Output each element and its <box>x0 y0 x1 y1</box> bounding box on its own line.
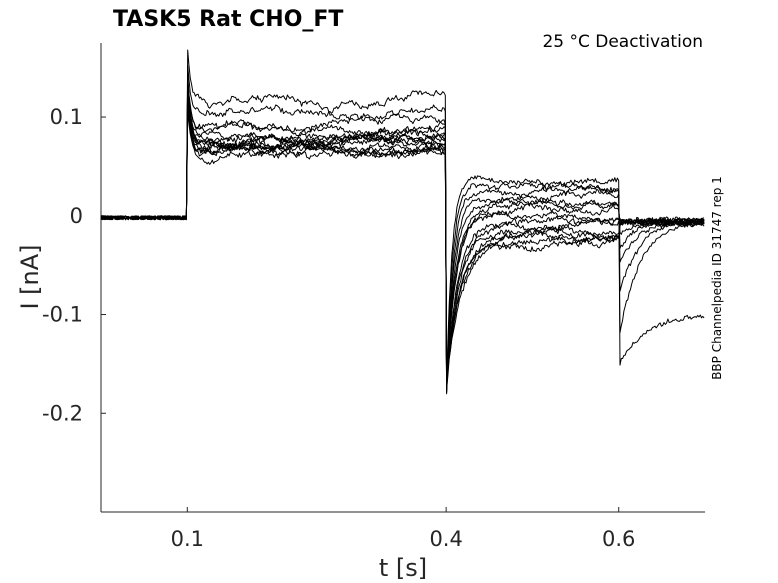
chart-subtitle: 25 °C Deactivation <box>542 32 703 52</box>
y-axis-ticks: 0.1 0 -0.1 -0.2 <box>42 105 106 425</box>
current-trace <box>100 49 705 386</box>
trace-group <box>100 49 705 395</box>
x-axis-ticks: 0.1 0.4 0.6 <box>171 507 635 551</box>
current-trace <box>100 96 705 391</box>
y-tick-label: -0.1 <box>42 303 83 327</box>
current-trace <box>100 88 705 385</box>
chart-title: TASK5 Rat CHO_FT <box>113 7 343 32</box>
y-tick-label: 0 <box>70 204 83 228</box>
current-trace <box>100 90 705 388</box>
current-trace <box>100 111 705 377</box>
x-tick-label: 0.1 <box>171 527 204 551</box>
y-tick-label: -0.2 <box>42 401 83 425</box>
current-trace <box>100 65 705 388</box>
channelpedia-id-label: BBP Channelpedia ID 31747 rep 1 <box>710 176 724 380</box>
y-axis-label: I [nA] <box>16 244 44 309</box>
x-tick-label: 0.6 <box>602 527 635 551</box>
x-axis-label: t [s] <box>379 554 427 582</box>
y-tick-label: 0.1 <box>50 105 83 129</box>
x-tick-label: 0.4 <box>429 527 462 551</box>
